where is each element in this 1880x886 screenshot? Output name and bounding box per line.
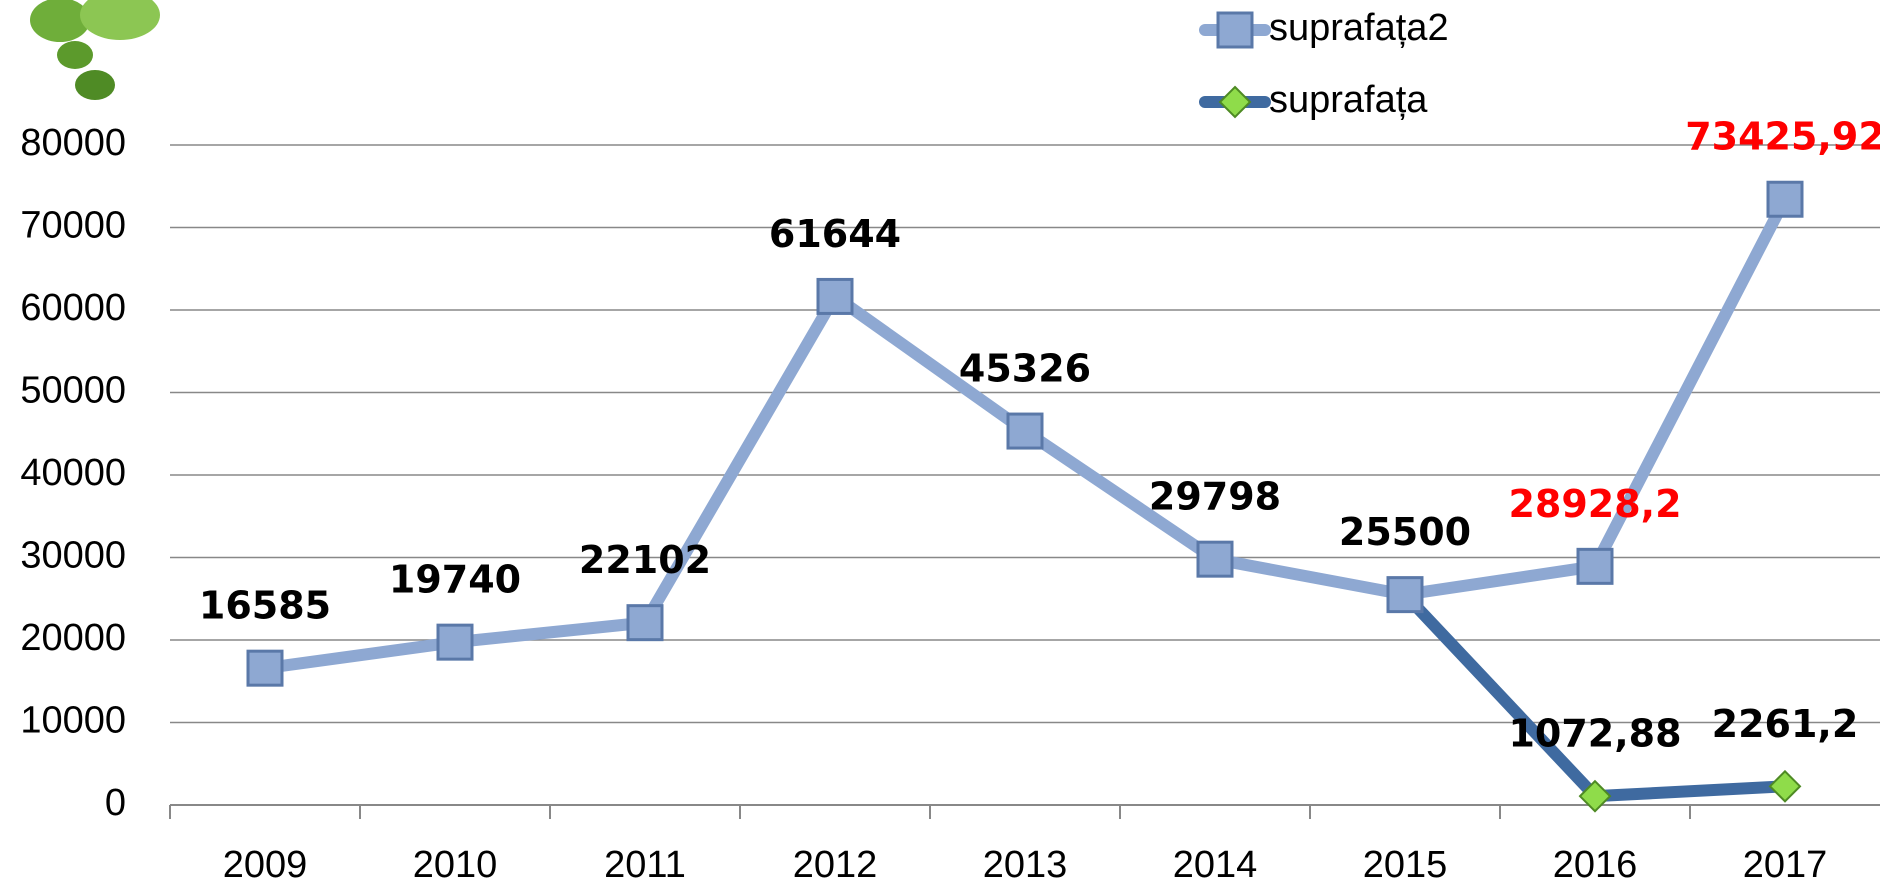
series-line (1405, 595, 1785, 797)
data-point (818, 279, 852, 313)
data-point (438, 625, 472, 659)
data-label: 73425,92 (1685, 115, 1880, 159)
x-tick-label: 2009 (223, 844, 308, 886)
legend-marker (1218, 13, 1252, 47)
data-label: 16585 (199, 584, 331, 628)
data-point (1388, 578, 1422, 612)
x-tick-label: 2012 (793, 844, 878, 886)
x-tick-label: 2013 (983, 844, 1068, 886)
data-point (1198, 542, 1232, 576)
data-label: 2261,2 (1712, 702, 1859, 746)
data-label: 45326 (959, 347, 1091, 391)
y-tick-label: 50000 (20, 370, 126, 412)
data-point (1008, 414, 1042, 448)
x-tick-label: 2010 (413, 844, 498, 886)
legend-label: suprafața2 (1269, 7, 1449, 49)
x-tick-label: 2011 (604, 844, 686, 886)
legend-marker (1220, 87, 1250, 117)
data-label: 22102 (579, 538, 711, 582)
y-tick-label: 70000 (20, 205, 126, 247)
y-tick-label: 10000 (20, 700, 126, 742)
y-tick-label: 20000 (20, 617, 126, 659)
data-label: 29798 (1149, 475, 1281, 519)
data-point (1770, 771, 1800, 801)
data-label: 28928,2 (1508, 482, 1681, 526)
leaf-decoration (30, 0, 160, 100)
data-label: 1072,88 (1508, 712, 1681, 756)
legend-label: suprafața (1269, 79, 1428, 121)
x-tick-label: 2016 (1553, 844, 1638, 886)
chart: 0 10000 20000 30000 40000 50000 60000 70000 8000… (0, 0, 1880, 886)
y-tick-label: 0 (105, 782, 126, 824)
y-tick-label: 80000 (20, 122, 126, 164)
y-tick-label: 30000 (20, 535, 126, 577)
data-label: 19740 (389, 558, 521, 602)
data-point (1578, 549, 1612, 583)
x-tick-label: 2017 (1743, 844, 1828, 886)
y-tick-label: 40000 (20, 452, 126, 494)
x-tick-label: 2014 (1173, 844, 1258, 886)
x-tick-label: 2015 (1363, 844, 1448, 886)
y-tick-label: 60000 (20, 287, 126, 329)
data-label: 25500 (1339, 510, 1471, 554)
data-point (248, 651, 282, 685)
data-label: 61644 (769, 212, 901, 256)
data-point (628, 606, 662, 640)
data-point (1768, 182, 1802, 216)
